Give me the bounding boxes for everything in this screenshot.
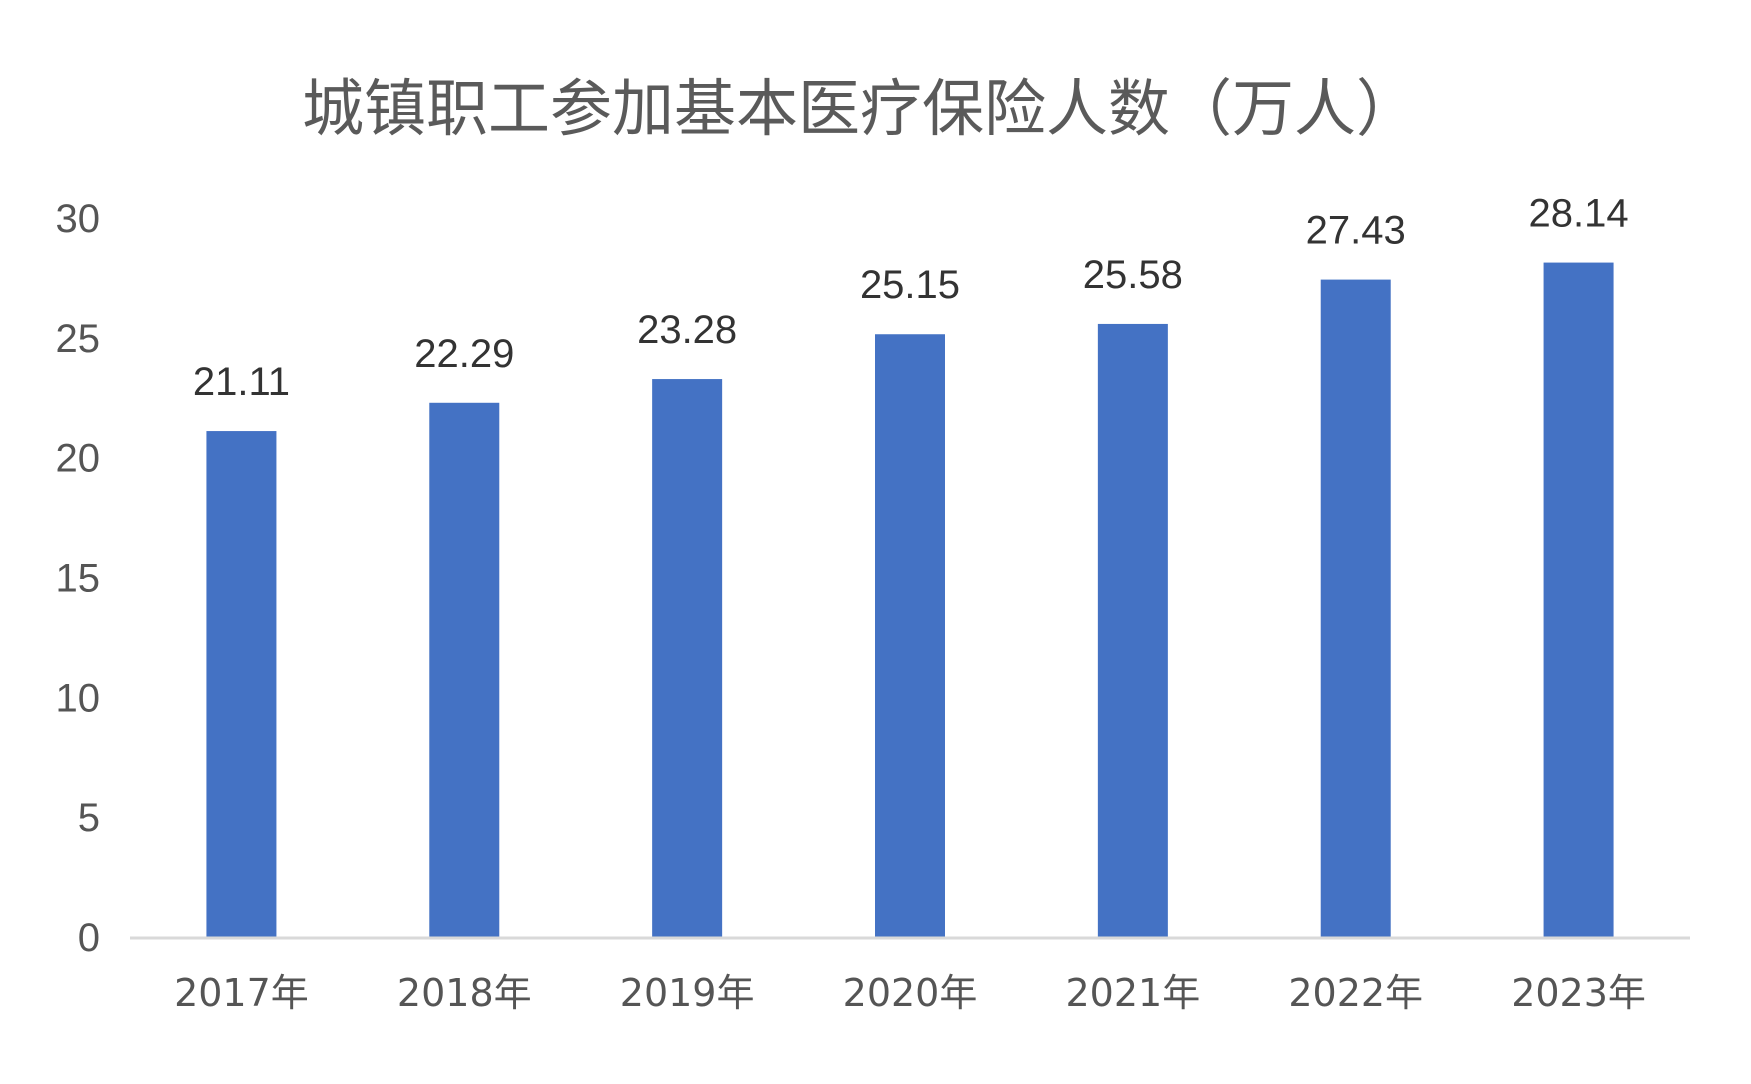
bar [652, 379, 723, 937]
x-tick-label: 2020年 [843, 971, 978, 1015]
data-label: 27.43 [1306, 209, 1406, 253]
data-label: 23.28 [637, 308, 737, 352]
data-label: 28.14 [1529, 192, 1629, 236]
y-tick-label: 25 [56, 317, 101, 361]
data-label: 21.11 [193, 360, 290, 404]
data-labels-group: 21.11 22.29 23.28 25.15 25.58 27.43 28.14 [193, 192, 1629, 404]
y-tick-label: 30 [56, 197, 101, 241]
bar [1543, 262, 1614, 937]
y-tick-label: 10 [56, 676, 101, 720]
data-label: 25.15 [860, 263, 960, 307]
y-tick-label: 15 [56, 557, 101, 601]
x-tick-label: 2021年 [1065, 971, 1200, 1015]
y-tick-label: 20 [56, 437, 101, 481]
bar [206, 431, 277, 937]
x-tick-label: 2019年 [620, 971, 755, 1015]
data-label: 25.58 [1083, 253, 1183, 297]
bar [429, 402, 500, 938]
y-tick-label: 5 [78, 796, 100, 840]
bar [1320, 279, 1391, 937]
x-tick-label: 2023年 [1511, 971, 1646, 1015]
bar [875, 334, 945, 937]
bar [1097, 323, 1168, 937]
chart-title: 城镇职工参加基本医疗保险人数（万人） [302, 72, 1418, 145]
y-tick-label: 0 [78, 916, 100, 960]
data-label: 22.29 [414, 332, 514, 376]
x-tick-label: 2022年 [1288, 971, 1423, 1015]
bars-group [206, 262, 1614, 938]
x-tick-label: 2018年 [397, 971, 532, 1015]
y-axis-ticks: 0 5 10 15 20 25 30 [56, 197, 101, 960]
x-tick-label: 2017年 [174, 971, 309, 1015]
x-axis-ticks: 2017年 2018年 2019年 2020年 2021年 2022年 2023年 [174, 971, 1646, 1015]
